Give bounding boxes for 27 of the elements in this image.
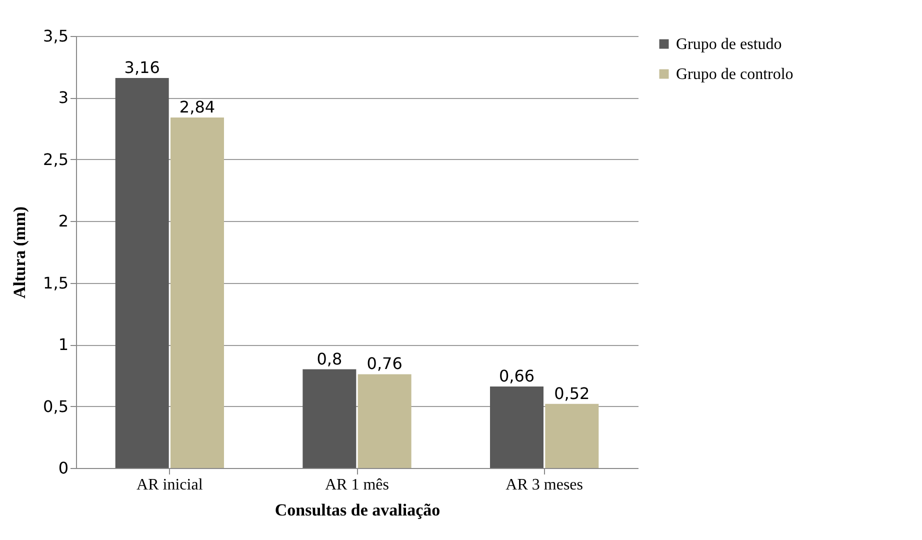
bar [490,386,544,468]
bar [545,404,599,468]
bar [115,78,169,468]
y-tick-label: 0,5 [43,396,68,416]
data-label: 0,76 [366,354,402,374]
x-tick-label: AR inicial [136,476,204,494]
bar [302,369,356,468]
y-tick-label: 1 [58,335,68,354]
legend-label: Grupo de estudo [676,36,782,53]
data-label: 2,84 [179,97,216,116]
data-label: 0,52 [554,384,590,403]
x-tick-label: AR 1 mês [325,476,389,494]
legend-label: Grupo de controlo [676,66,794,83]
y-tick-label: 1,5 [43,273,68,292]
bar [358,374,412,468]
x-axis-title: Consultas de avaliação [274,500,440,520]
data-label: 0,66 [498,366,535,386]
bar [170,117,224,468]
y-tick-label: 0 [58,458,68,478]
x-tick-label: AR 3 meses [506,476,583,494]
y-tick-label: 3,5 [43,26,68,46]
data-label: 3,16 [124,58,160,77]
y-tick-label: 3 [58,88,68,108]
y-axis-title: Altura (mm) [10,206,30,299]
y-tick-label: 2,5 [43,150,68,169]
y-tick-label: 2 [58,212,68,231]
data-label: 0,8 [316,349,342,368]
